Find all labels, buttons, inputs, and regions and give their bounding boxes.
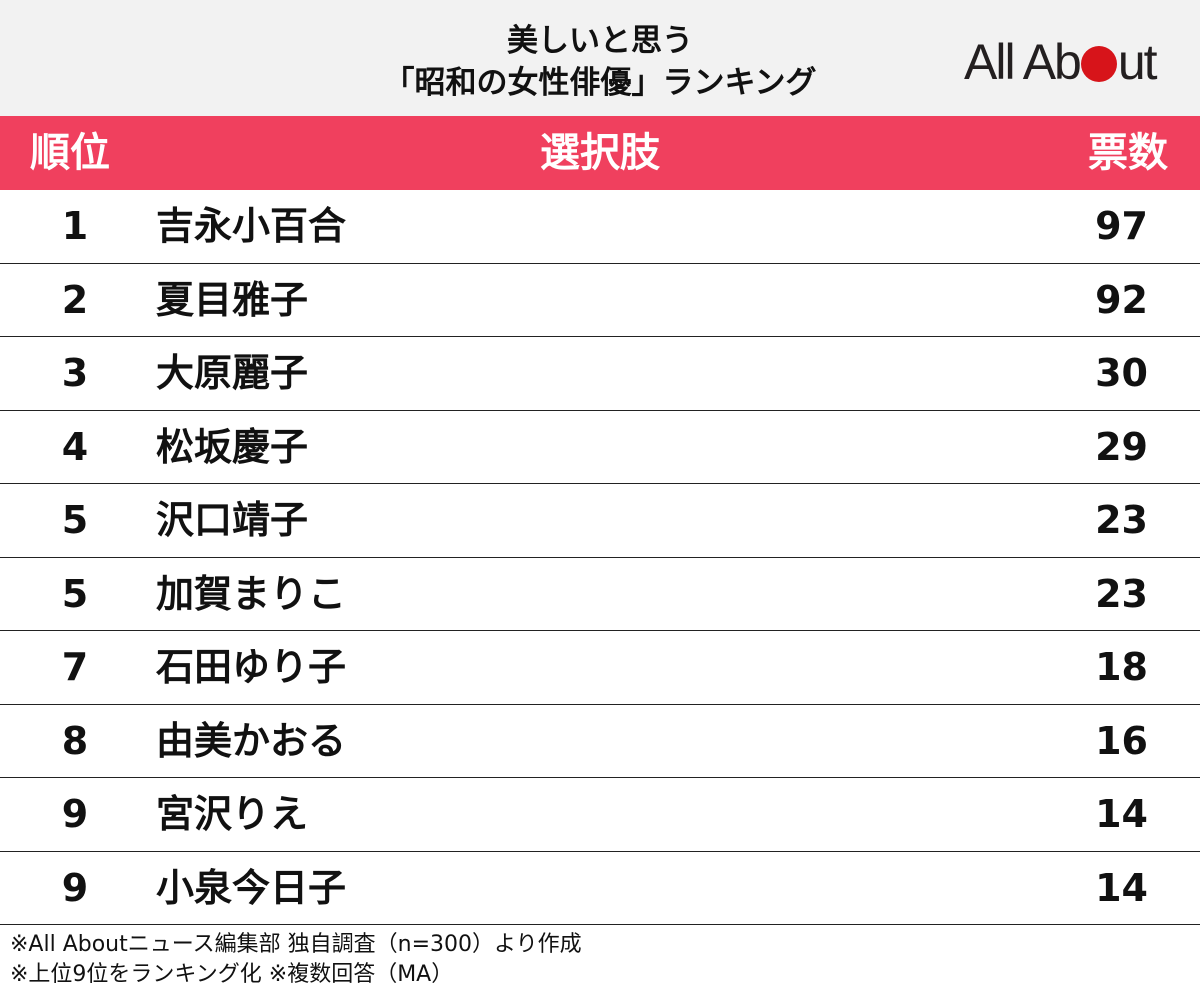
- name-cell: 沢口靖子: [156, 498, 309, 542]
- votes-cell: 16: [1095, 718, 1148, 763]
- votes-cell: 97: [1095, 204, 1148, 248]
- logo-dot-icon: [1080, 46, 1117, 82]
- rank-cell: 9: [61, 792, 89, 836]
- votes-cell: 14: [1095, 792, 1148, 836]
- name-cell: 由美かおる: [156, 718, 347, 763]
- chart-title-line-1: 美しいと思う: [507, 23, 693, 59]
- name-cell: 小泉今日子: [156, 865, 347, 910]
- table-row: 9 小泉今日子 14: [0, 852, 1200, 925]
- table-row: 5 沢口靖子 23: [0, 484, 1200, 558]
- table-row: 9 宮沢りえ 14: [0, 778, 1200, 852]
- table-row: 5 加賀まりこ 23: [0, 558, 1200, 631]
- rank-cell: 4: [61, 424, 89, 469]
- rank-cell: 5: [61, 571, 89, 616]
- allabout-logo: All Ab ut: [964, 34, 1184, 90]
- table-row: 8 由美かおる 16: [0, 705, 1200, 778]
- header-choice: 選択肢: [540, 130, 660, 176]
- footnote-1: ※All Aboutニュース編集部 独自調査（n=300）より作成: [10, 932, 582, 957]
- title-area: 美しいと思う 「昭和の女性俳優」ランキング All Ab ut: [0, 0, 1200, 116]
- name-cell: 吉永小百合: [156, 204, 347, 248]
- name-cell: 宮沢りえ: [156, 792, 309, 836]
- logo-text-left: All Ab: [964, 34, 1082, 90]
- votes-cell: 18: [1095, 645, 1148, 689]
- votes-cell: 14: [1095, 865, 1148, 910]
- votes-cell: 92: [1095, 277, 1148, 322]
- footnotes: ※All Aboutニュース編集部 独自調査（n=300）より作成 ※上位9位を…: [10, 930, 582, 990]
- votes-cell: 23: [1095, 498, 1148, 542]
- name-cell: 石田ゆり子: [156, 645, 347, 689]
- table-body: 1 吉永小百合 97 2 夏目雅子 92 3 大原麗子 30 4 松坂慶子 29 5 沢口靖子 23 5 加賀ま…: [0, 190, 1200, 925]
- footnote-2: ※上位9位をランキング化 ※複数回答（MA）: [10, 962, 454, 987]
- rank-cell: 7: [61, 645, 89, 689]
- table-row: 3 大原麗子 30: [0, 337, 1200, 411]
- name-cell: 加賀まりこ: [156, 571, 347, 616]
- rank-cell: 9: [61, 865, 89, 910]
- header-votes: 票数: [1088, 130, 1168, 176]
- rank-cell: 8: [61, 718, 89, 763]
- table-row: 1 吉永小百合 97: [0, 190, 1200, 264]
- table-header: 順位 選択肢 票数: [0, 116, 1200, 190]
- chart-title-line-2: 「昭和の女性俳優」ランキング: [383, 65, 817, 101]
- name-cell: 夏目雅子: [156, 277, 309, 322]
- votes-cell: 23: [1095, 571, 1148, 616]
- header-rank: 順位: [30, 130, 110, 176]
- votes-cell: 30: [1095, 351, 1148, 395]
- rank-cell: 5: [61, 498, 89, 542]
- rank-cell: 2: [61, 277, 89, 322]
- logo-text-right: ut: [1117, 34, 1158, 90]
- table-row: 7 石田ゆり子 18: [0, 631, 1200, 705]
- name-cell: 松坂慶子: [156, 424, 309, 469]
- votes-cell: 29: [1095, 424, 1148, 469]
- name-cell: 大原麗子: [156, 351, 309, 395]
- table-row: 2 夏目雅子 92: [0, 264, 1200, 337]
- rank-cell: 3: [61, 351, 89, 395]
- table-row: 4 松坂慶子 29: [0, 411, 1200, 484]
- rank-cell: 1: [61, 204, 89, 248]
